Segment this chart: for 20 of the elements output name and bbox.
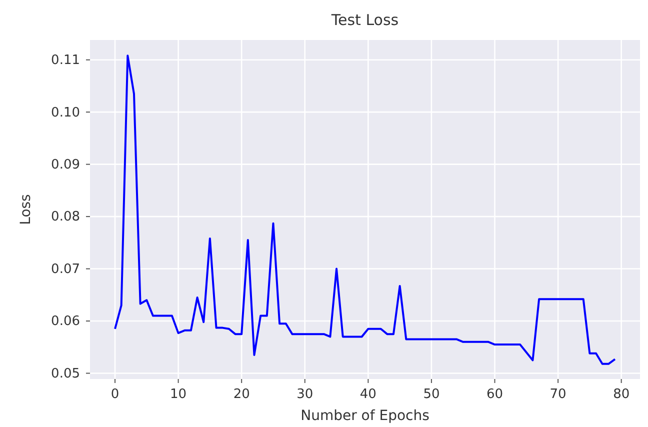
x-tick-label: 30 bbox=[296, 387, 314, 402]
y-tick-label: 0.10 bbox=[51, 105, 80, 120]
line-series bbox=[114, 54, 616, 365]
x-axis-title: Number of Epochs bbox=[300, 408, 430, 424]
x-tick-label: 50 bbox=[423, 387, 440, 402]
x-tick-label: 10 bbox=[170, 387, 187, 402]
y-tick-label: 0.08 bbox=[51, 210, 80, 225]
y-tick-label: 0.11 bbox=[51, 53, 80, 68]
y-tick-label: 0.05 bbox=[51, 366, 80, 382]
x-tick-label: 20 bbox=[233, 387, 250, 402]
x-tick-label: 0 bbox=[110, 387, 120, 402]
x-tick-label: 70 bbox=[550, 387, 566, 402]
y-tick-label: 0.09 bbox=[51, 157, 80, 172]
x-tick-label: 80 bbox=[613, 387, 630, 402]
x-tick-label: 40 bbox=[360, 387, 376, 402]
x-tick-label: 60 bbox=[486, 387, 504, 402]
y-tick-label: 0.06 bbox=[51, 314, 80, 330]
y-tick-label: 0.07 bbox=[51, 262, 80, 277]
y-axis-title: Loss bbox=[18, 194, 34, 225]
chart-title: Test Loss bbox=[330, 11, 399, 29]
